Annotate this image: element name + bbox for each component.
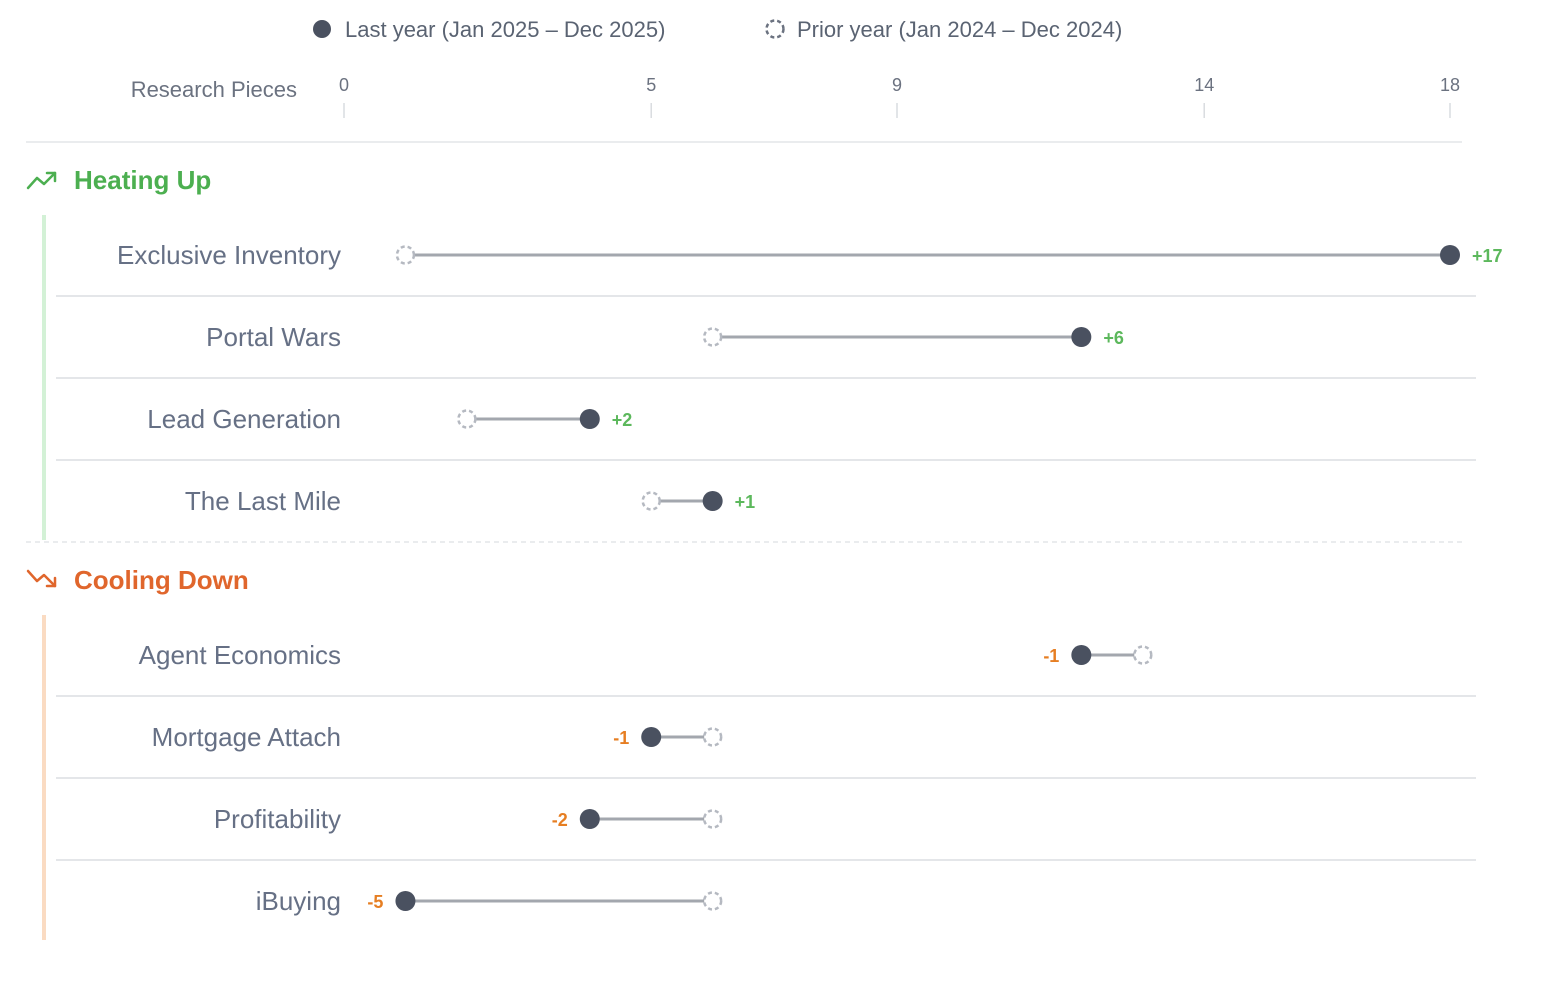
prior-year-point bbox=[1133, 645, 1153, 665]
group-title-heating-up: Heating Up bbox=[74, 165, 211, 195]
delta-label: -1 bbox=[1043, 646, 1059, 666]
prior-year-point bbox=[702, 727, 723, 747]
group-rows: Exclusive Inventory +17 Portal Wars +6 Lead … bbox=[56, 240, 1503, 516]
chart-row: Portal Wars +6 bbox=[56, 322, 1476, 379]
legend-prior-label: Prior year (Jan 2024 – Dec 2024) bbox=[797, 17, 1122, 42]
group-accent-bar bbox=[42, 615, 46, 940]
x-tick-label: 18 bbox=[1440, 75, 1460, 95]
delta-label: +17 bbox=[1472, 246, 1503, 266]
current-year-point bbox=[702, 491, 723, 511]
chart-row: Profitability -2 bbox=[56, 804, 1476, 861]
prior-year-point bbox=[641, 491, 661, 511]
x-tick-label: 14 bbox=[1194, 75, 1214, 95]
trending-down-icon bbox=[26, 569, 57, 588]
chart-row: iBuying -5 bbox=[256, 886, 723, 916]
current-year-point bbox=[641, 727, 662, 747]
group-rows: Agent Economics -1 Mortgage Attach -1 Profit… bbox=[56, 640, 1476, 916]
delta-label: +2 bbox=[612, 410, 633, 430]
current-year-point bbox=[579, 809, 600, 829]
legend-prior-marker bbox=[765, 19, 785, 39]
delta-label: -1 bbox=[613, 728, 629, 748]
x-axis-title: Research Pieces bbox=[131, 77, 297, 102]
x-tick-label: 9 bbox=[892, 75, 902, 95]
category-label: iBuying bbox=[256, 886, 341, 916]
group-accent-bar bbox=[42, 215, 46, 540]
delta-label: -2 bbox=[552, 810, 568, 830]
category-label: Exclusive Inventory bbox=[117, 240, 341, 270]
category-label: Portal Wars bbox=[206, 322, 341, 352]
group-heating-up: Heating Up Exclusive Inventory +17 Portal … bbox=[26, 165, 1503, 540]
category-label: Mortgage Attach bbox=[152, 722, 341, 752]
x-axis-ticks: 0 5 9 14 18 bbox=[339, 75, 1460, 118]
category-label: Agent Economics bbox=[139, 640, 341, 670]
legend-current-label: Last year (Jan 2025 – Dec 2025) bbox=[345, 17, 665, 42]
chart-row: The Last Mile +1 bbox=[185, 486, 755, 516]
current-year-point bbox=[579, 409, 600, 429]
x-tick-label: 5 bbox=[646, 75, 656, 95]
prior-year-point bbox=[395, 245, 416, 265]
current-year-point bbox=[1071, 327, 1092, 347]
legend-current-marker bbox=[313, 20, 331, 38]
category-label: Lead Generation bbox=[147, 404, 341, 434]
current-year-point bbox=[395, 891, 416, 911]
legend: Last year (Jan 2025 – Dec 2025) Prior ye… bbox=[313, 17, 1122, 42]
chart-row: Agent Economics -1 bbox=[56, 640, 1476, 697]
delta-label: +6 bbox=[1103, 328, 1124, 348]
category-label: Profitability bbox=[214, 804, 341, 834]
delta-label: -5 bbox=[367, 892, 383, 912]
chart-row: Mortgage Attach -1 bbox=[56, 722, 1476, 779]
prior-year-point bbox=[457, 409, 477, 429]
chart-row: Exclusive Inventory +17 bbox=[56, 240, 1503, 297]
x-tick-label: 0 bbox=[339, 75, 349, 95]
prior-year-point bbox=[702, 891, 723, 911]
group-title-cooling-down: Cooling Down bbox=[74, 565, 249, 595]
delta-label: +1 bbox=[735, 492, 756, 512]
x-axis: Research Pieces 0 5 9 14 18 bbox=[26, 75, 1462, 143]
category-label: The Last Mile bbox=[185, 486, 341, 516]
current-year-point bbox=[1071, 645, 1092, 665]
chart-row: Lead Generation +2 bbox=[56, 404, 1476, 461]
trending-up-icon bbox=[26, 171, 57, 190]
prior-year-point bbox=[702, 327, 723, 347]
current-year-point bbox=[1440, 245, 1460, 265]
prior-year-point bbox=[702, 809, 723, 829]
